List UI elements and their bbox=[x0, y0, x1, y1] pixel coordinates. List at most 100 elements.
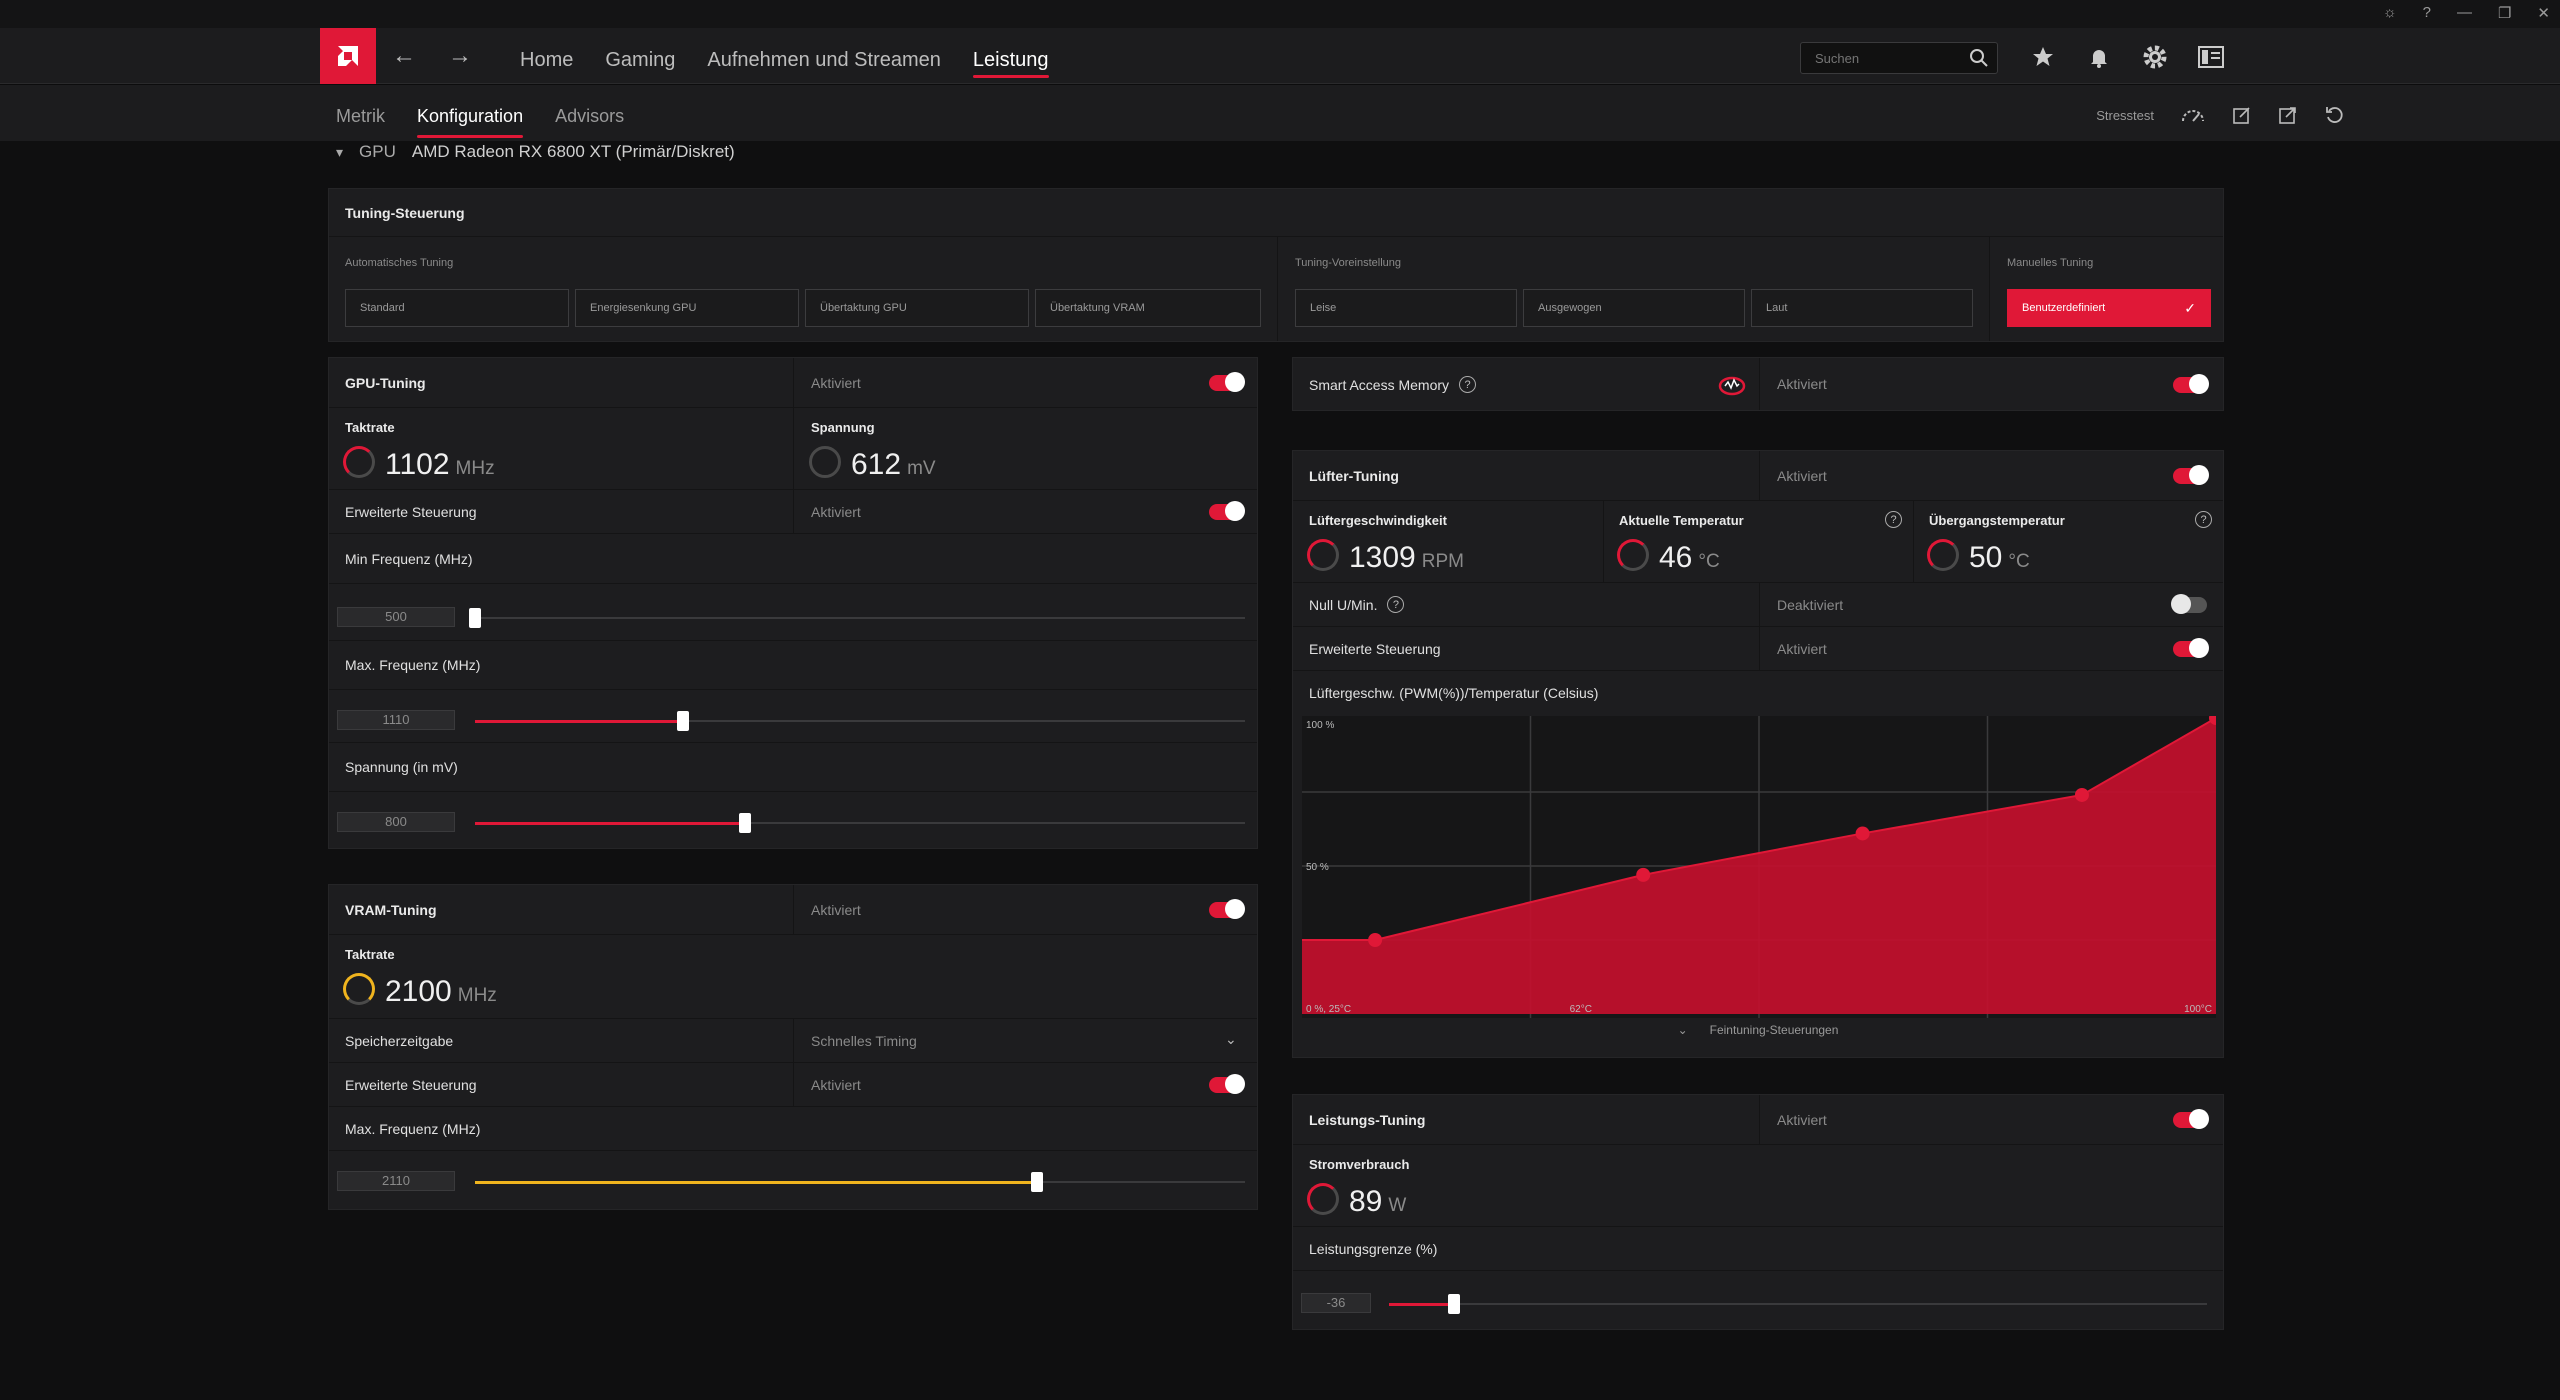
preset-loud-button[interactable]: Laut bbox=[1751, 289, 1973, 327]
max-freq-input[interactable]: 1110 bbox=[337, 710, 455, 730]
min-freq-thumb[interactable] bbox=[469, 608, 481, 628]
voltage-slider[interactable] bbox=[475, 813, 1245, 833]
max-freq-thumb[interactable] bbox=[676, 711, 689, 731]
min-freq-slider[interactable] bbox=[469, 608, 1245, 628]
gpu-voltage-label: Spannung bbox=[811, 420, 875, 435]
max-freq-slider[interactable] bbox=[475, 711, 1245, 731]
layout-icon[interactable] bbox=[2196, 42, 2226, 72]
power-limit-input[interactable]: -36 bbox=[1301, 1293, 1371, 1313]
gpu-advanced-toggle[interactable] bbox=[1209, 501, 1245, 521]
help-icon[interactable]: ? bbox=[2195, 511, 2212, 528]
sam-toggle[interactable] bbox=[2173, 374, 2209, 394]
junction-temp-unit: °C bbox=[2008, 551, 2030, 572]
nav-recording[interactable]: Aufnehmen und Streamen bbox=[707, 49, 941, 71]
back-arrow-icon[interactable]: ← bbox=[392, 42, 416, 69]
import-icon[interactable] bbox=[2232, 105, 2252, 125]
forward-arrow-icon[interactable]: → bbox=[448, 42, 472, 69]
voltage-thumb[interactable] bbox=[738, 813, 751, 833]
preset-standard-button[interactable]: Standard bbox=[345, 289, 569, 327]
vram-advanced-toggle[interactable] bbox=[1209, 1074, 1245, 1094]
gpu-voltage-gauge bbox=[809, 446, 841, 478]
search-input[interactable] bbox=[1801, 43, 1961, 73]
current-temp-gauge bbox=[1617, 539, 1649, 571]
tab-metrics[interactable]: Metrik bbox=[336, 106, 385, 126]
y-tick-label: 50 % bbox=[1306, 862, 1329, 873]
nav-home[interactable]: Home bbox=[520, 49, 574, 71]
power-limit-label: Leistungsgrenze (%) bbox=[1309, 1240, 1438, 1257]
power-draw-value: 89 W bbox=[1349, 1185, 1406, 1219]
gpu-tuning-toggle[interactable] bbox=[1209, 372, 1245, 392]
help-icon[interactable]: ? bbox=[1459, 376, 1477, 393]
minimize-icon[interactable]: — bbox=[2456, 4, 2472, 21]
fine-tuning-toggle[interactable]: ⌄ Feintuning-Steuerungen bbox=[1293, 1023, 2223, 1037]
fine-tuning-label: Feintuning-Steuerungen bbox=[1709, 1023, 1839, 1037]
fan-curve-point[interactable] bbox=[1368, 933, 1383, 947]
gpu-selector[interactable]: ▾ GPU AMD Radeon RX 6800 XT (Primär/Disk… bbox=[336, 142, 735, 162]
star-icon[interactable] bbox=[2028, 42, 2058, 72]
bug-icon[interactable]: ☼ bbox=[2382, 4, 2397, 21]
fan-curve-point[interactable] bbox=[1636, 867, 1651, 882]
stress-test-label[interactable]: Stresstest bbox=[2096, 107, 2154, 123]
fan-speed-label: Lüftergeschwindigkeit bbox=[1309, 513, 1447, 528]
fan-curve-point[interactable] bbox=[1855, 826, 1870, 841]
vram-max-freq-thumb[interactable] bbox=[1031, 1172, 1044, 1192]
fan-curve-chart[interactable]: 100 % 50 % 0 %, 25°C 62°C 100°C bbox=[1302, 711, 2223, 1018]
gpu-clock-number: 1102 bbox=[385, 448, 450, 481]
bell-icon[interactable] bbox=[2084, 42, 2114, 72]
x-tick-label: 62°C bbox=[1570, 1004, 1592, 1015]
tab-configuration[interactable]: Konfiguration bbox=[401, 85, 539, 141]
vram-max-freq-input[interactable]: 2110 bbox=[337, 1171, 455, 1191]
preset-balanced-button[interactable]: Ausgewogen bbox=[1523, 289, 1745, 327]
preset-oc-vram-button[interactable]: Übertaktung VRAM bbox=[1035, 289, 1261, 327]
tuning-control-panel: Tuning-Steuerung Automatisches Tuning St… bbox=[328, 188, 2224, 342]
fan-curve-svg[interactable]: 100 % 50 % 0 %, 25°C 62°C 100°C bbox=[1302, 711, 2223, 1018]
window-controls: ☼ ? — ❐ ✕ bbox=[2383, 4, 2550, 22]
fan-tuning-status: Aktiviert bbox=[1777, 467, 1827, 484]
restore-icon[interactable]: ❐ bbox=[2497, 5, 2512, 22]
tab-advisors[interactable]: Advisors bbox=[555, 106, 625, 126]
export-icon[interactable] bbox=[2278, 105, 2298, 125]
nav-performance[interactable]: Leistung bbox=[957, 28, 1065, 84]
power-limit-slider[interactable] bbox=[1389, 1294, 2207, 1314]
voltage-input[interactable]: 800 bbox=[337, 812, 455, 832]
gpu-voltage-unit: mV bbox=[907, 458, 936, 479]
vram-advanced-status: Aktiviert bbox=[811, 1076, 861, 1093]
vram-tuning-toggle[interactable] bbox=[1209, 899, 1245, 919]
amd-logo[interactable] bbox=[320, 28, 376, 84]
fan-advanced-status: Aktiviert bbox=[1777, 640, 1827, 657]
gpu-tuning-title: GPU-Tuning bbox=[345, 374, 426, 391]
power-limit-thumb[interactable] bbox=[1448, 1294, 1461, 1314]
junction-temp-gauge bbox=[1927, 539, 1959, 571]
close-icon[interactable]: ✕ bbox=[2537, 5, 2550, 22]
preset-custom-button[interactable]: Benutzerdefiniert ✓ bbox=[2007, 289, 2211, 327]
amd-logo-icon bbox=[338, 46, 358, 66]
sub-tabs: Metrik Konfiguration Advisors bbox=[320, 85, 640, 141]
fan-curve-point[interactable] bbox=[2074, 787, 2089, 802]
fan-tuning-title: Lüfter-Tuning bbox=[1309, 467, 1399, 484]
vram-max-freq-slider[interactable] bbox=[475, 1172, 1245, 1192]
fan-advanced-toggle[interactable] bbox=[2173, 638, 2209, 658]
help-icon[interactable]: ? bbox=[1885, 511, 1902, 528]
preset-oc-gpu-button[interactable]: Übertaktung GPU bbox=[805, 289, 1029, 327]
memory-timing-select[interactable]: Schnelles Timing bbox=[811, 1032, 917, 1049]
zero-rpm-toggle[interactable] bbox=[2171, 594, 2207, 614]
gpu-name: AMD Radeon RX 6800 XT (Primär/Diskret) bbox=[411, 142, 735, 161]
check-icon: ✓ bbox=[2184, 300, 2196, 316]
sam-panel: Smart Access Memory? Aktiviert bbox=[1292, 357, 2224, 411]
sam-label: Smart Access Memory bbox=[1309, 376, 1450, 393]
vram-clock-label: Taktrate bbox=[345, 947, 395, 962]
help-icon[interactable]: ? bbox=[2422, 4, 2431, 21]
nav-gaming[interactable]: Gaming bbox=[605, 49, 676, 71]
power-tuning-toggle[interactable] bbox=[2173, 1109, 2209, 1129]
reset-icon[interactable] bbox=[2324, 105, 2344, 125]
preset-undervolt-button[interactable]: Energiesenkung GPU bbox=[575, 289, 799, 327]
chevron-down-icon[interactable]: ⌄ bbox=[1225, 1031, 1237, 1047]
gear-icon[interactable] bbox=[2140, 42, 2170, 72]
power-draw-gauge bbox=[1307, 1183, 1339, 1215]
help-icon[interactable]: ? bbox=[1387, 596, 1405, 613]
min-freq-input[interactable]: 500 bbox=[337, 607, 455, 627]
fan-tuning-toggle[interactable] bbox=[2173, 465, 2209, 485]
preset-quiet-button[interactable]: Leise bbox=[1295, 289, 1517, 327]
stress-gauge-icon[interactable] bbox=[2180, 106, 2206, 124]
search-icon[interactable] bbox=[1969, 48, 1989, 68]
